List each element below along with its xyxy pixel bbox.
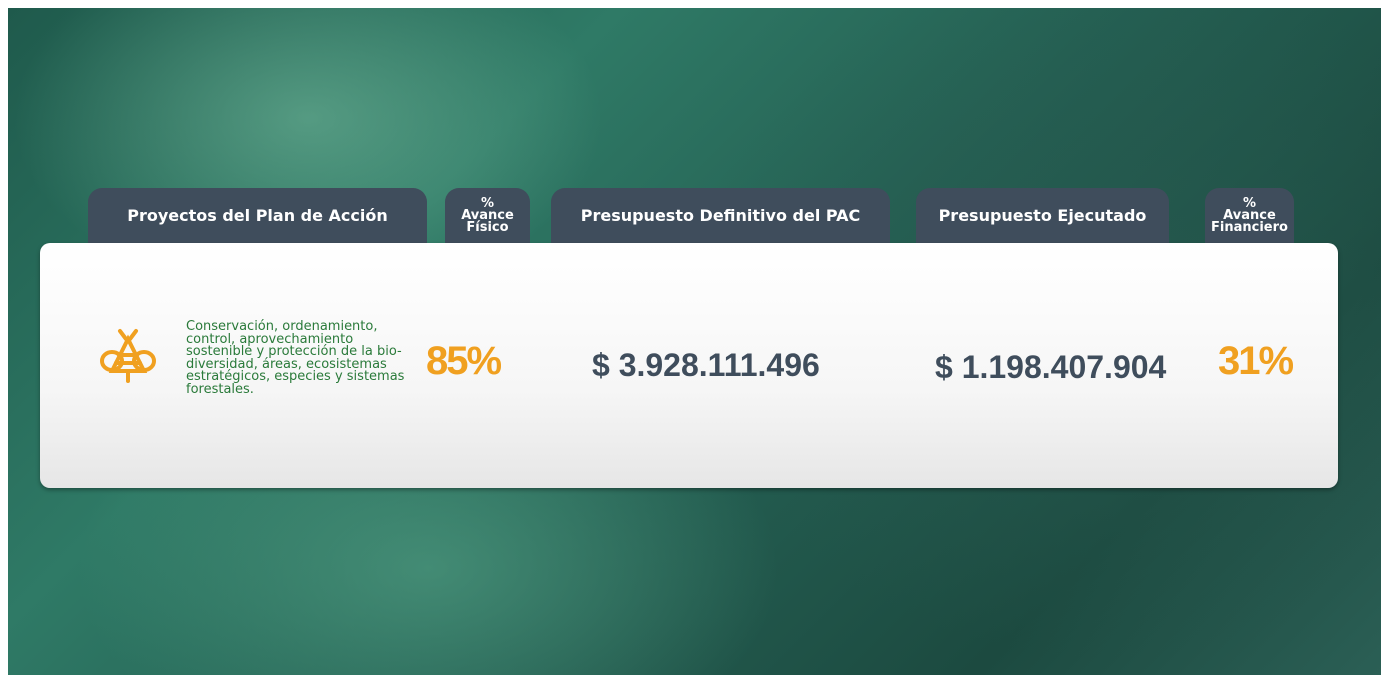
presupuesto-ejecutado: $ 1.198.407.904 xyxy=(935,349,1166,386)
page: {"headers": ["Proyectos del Plan de Acci… xyxy=(0,0,1389,683)
header-tab: Presupuesto Ejecutado xyxy=(916,188,1169,243)
avance-financiero: 31% xyxy=(1218,339,1292,384)
project-description: Conservación, ordenamiento, control, apr… xyxy=(186,321,411,396)
header-tab: % Avance Físico xyxy=(445,188,530,243)
avance-fisico: 85% xyxy=(426,339,500,384)
background: Proyectos del Plan de Acción % Avance Fí… xyxy=(8,8,1381,675)
header-tab: % Avance Financiero xyxy=(1205,188,1294,243)
bee-icon xyxy=(98,327,158,393)
presupuesto-definitivo: $ 3.928.111.496 xyxy=(592,347,820,384)
header-tab: Proyectos del Plan de Acción xyxy=(88,188,427,243)
row-panel: Conservación, ordenamiento, control, apr… xyxy=(40,243,1338,488)
header-tab: Presupuesto Definitivo del PAC xyxy=(551,188,890,243)
